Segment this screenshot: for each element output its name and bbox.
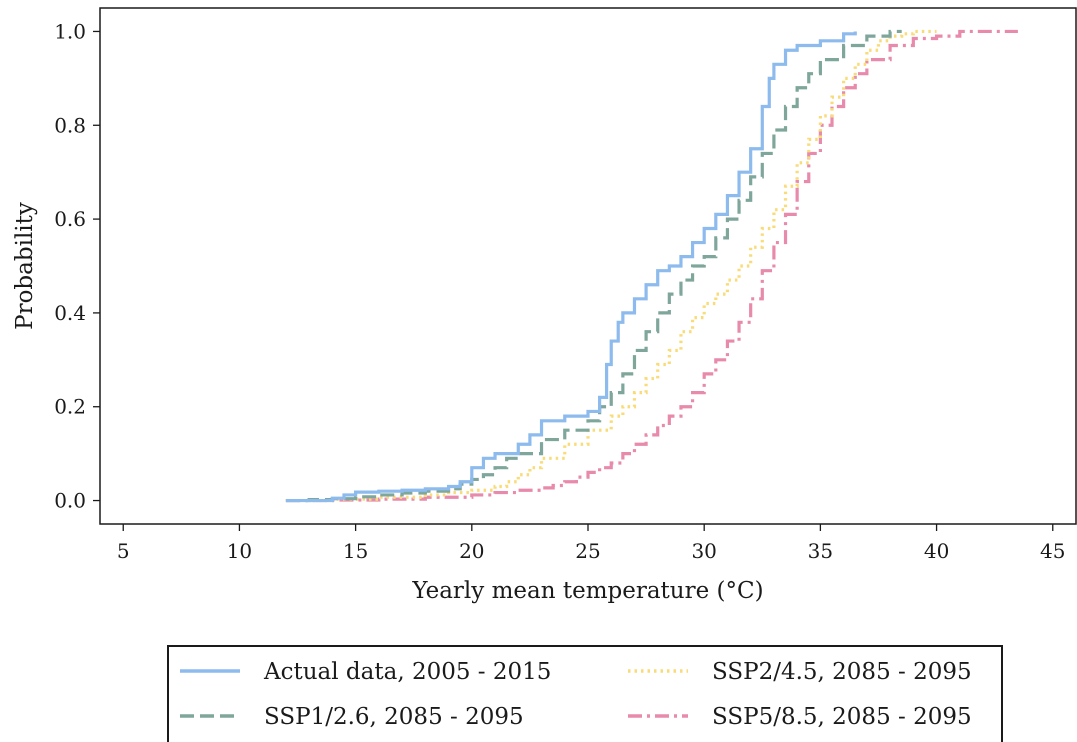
plot-area: [285, 29, 1018, 503]
legend-label: SSP1/2.6, 2085 - 2095: [264, 704, 524, 730]
series-line: [285, 31, 857, 503]
y-tick-label: 0.4: [54, 301, 86, 325]
axes-frame: [99, 7, 1077, 525]
legend-box: [167, 645, 1003, 742]
series-line: [285, 29, 902, 503]
x-tick-label: 5: [117, 539, 130, 563]
x-tick-label: 40: [924, 539, 949, 563]
y-tick-label: 0.6: [54, 207, 86, 231]
legend: Actual data, 2005 - 2015 SSP1/2.6, 2085 -…: [167, 645, 1003, 742]
y-tick-label: 0.8: [54, 113, 86, 137]
x-tick-label: 45: [1040, 539, 1065, 563]
y-axis: 0.0 0.2 0.4 0.6 0.8 1.0: [54, 19, 100, 513]
legend-label: SSP5/8.5, 2085 - 2095: [712, 704, 972, 730]
series-line: [285, 29, 1018, 503]
x-tick-label: 35: [808, 539, 833, 563]
legend-label: SSP2/4.5, 2085 - 2095: [712, 659, 972, 685]
series-line: [285, 29, 937, 503]
x-tick-label: 30: [691, 539, 716, 563]
y-axis-label: Probability: [12, 202, 38, 330]
y-tick-label: 0.2: [54, 395, 86, 419]
x-tick-label: 25: [575, 539, 600, 563]
legend-label: Actual data, 2005 - 2015: [263, 659, 551, 685]
y-tick-label: 1.0: [54, 19, 86, 43]
x-axis-label: Yearly mean temperature (°C): [411, 578, 763, 604]
x-axis: 5 10 15 20 25 30 35 40 45: [117, 524, 1065, 563]
x-tick-label: 15: [343, 539, 368, 563]
x-tick-label: 20: [459, 539, 484, 563]
y-tick-label: 0.0: [54, 489, 86, 513]
x-tick-label: 10: [227, 539, 252, 563]
